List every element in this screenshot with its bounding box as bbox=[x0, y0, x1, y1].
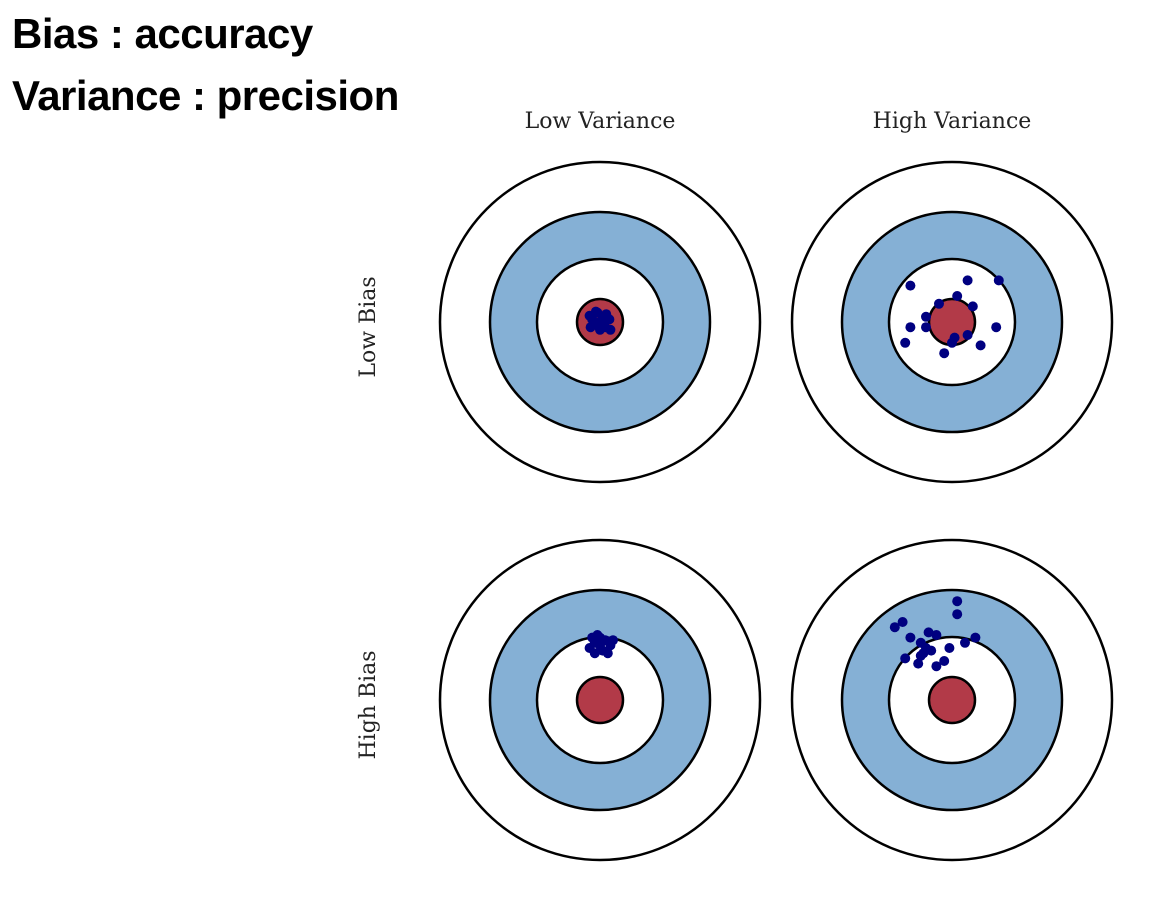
hit-dot bbox=[585, 322, 596, 333]
row-label-high-bias: High Bias bbox=[356, 650, 381, 759]
bullseye bbox=[927, 675, 977, 725]
heading-variance-precision: Variance : precision bbox=[12, 72, 399, 119]
hit-dot bbox=[900, 337, 911, 348]
hit-dot bbox=[589, 648, 600, 659]
hit-dot bbox=[587, 632, 598, 643]
hit-dot bbox=[601, 309, 612, 320]
hit-dot bbox=[939, 656, 950, 666]
hit-dot bbox=[921, 322, 931, 333]
target-low-bias-low-variance bbox=[438, 160, 762, 484]
hit-dot bbox=[889, 622, 900, 633]
hit-dot bbox=[905, 632, 916, 643]
target-high-bias-low-variance bbox=[438, 538, 762, 862]
hit-dot bbox=[605, 324, 616, 335]
hit-dot bbox=[960, 637, 970, 648]
heading-bias-accuracy: Bias : accuracy bbox=[12, 10, 313, 57]
hit-dot bbox=[590, 306, 601, 317]
targets-layer bbox=[438, 160, 1114, 862]
column-label-low-variance: Low Variance bbox=[525, 109, 676, 134]
hit-dot bbox=[923, 627, 934, 638]
hit-dot bbox=[921, 311, 931, 322]
hit-dot bbox=[926, 645, 937, 656]
hit-dot bbox=[939, 348, 950, 359]
hit-dot bbox=[975, 340, 986, 351]
hit-dot bbox=[905, 322, 916, 333]
hit-dot bbox=[993, 275, 1004, 286]
hit-dot bbox=[962, 275, 973, 286]
hit-dot bbox=[949, 332, 960, 343]
hit-dot bbox=[952, 596, 963, 607]
hit-dot bbox=[952, 291, 963, 301]
hit-dot bbox=[595, 640, 605, 651]
hit-dot bbox=[944, 643, 955, 653]
hit-dot bbox=[934, 298, 944, 309]
hit-dot bbox=[931, 661, 942, 672]
column-label-high-variance: High Variance bbox=[873, 109, 1032, 134]
hit-dot bbox=[608, 635, 618, 646]
hit-dot bbox=[970, 632, 981, 643]
hit-dot bbox=[962, 330, 973, 340]
hit-dot bbox=[991, 322, 1002, 333]
hit-dot bbox=[952, 609, 963, 620]
hit-dot bbox=[967, 301, 978, 312]
row-label-low-bias: Low Bias bbox=[356, 276, 381, 377]
hit-dot bbox=[915, 650, 926, 661]
hit-dot bbox=[913, 658, 924, 669]
hit-dot bbox=[602, 648, 613, 659]
hit-dot bbox=[931, 630, 942, 640]
bullseye bbox=[575, 675, 625, 725]
hit-dot bbox=[897, 617, 908, 627]
hit-dot bbox=[900, 653, 911, 664]
target-low-bias-high-variance bbox=[790, 160, 1114, 484]
target-high-bias-high-variance bbox=[790, 538, 1114, 862]
hit-dot bbox=[595, 317, 605, 327]
hit-dot bbox=[905, 280, 916, 291]
